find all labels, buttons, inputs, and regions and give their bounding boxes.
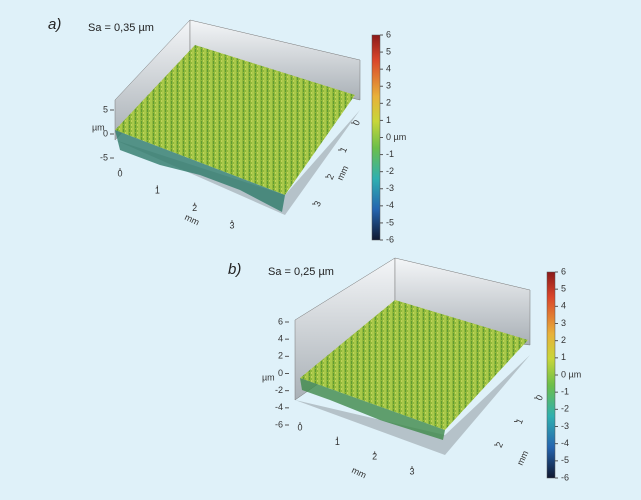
x-tick-label: 3 — [409, 466, 414, 476]
z-axis-title: µm — [92, 122, 105, 132]
x-tick-label: 0 — [117, 168, 122, 178]
z-tick-label: -2 — [275, 385, 283, 395]
panel-label: a) — [48, 16, 61, 33]
colorbar-tick-label: -1 — [386, 149, 394, 159]
colorbar-tick-label: -6 — [561, 472, 569, 482]
roughness-label: Sa = 0,35 µm — [88, 22, 154, 34]
colorbar-tick-label: 2 — [386, 98, 391, 108]
z-tick-label: 4 — [278, 334, 283, 344]
colorbar-tick-label: 4 — [561, 301, 566, 311]
colorbar-tick-label: -1 — [561, 387, 569, 397]
z-tick-label: -5 — [100, 152, 108, 162]
colorbar-tick-label: 4 — [386, 64, 391, 74]
colorbar-tick-label: 3 — [561, 318, 566, 328]
x-tick-label: 3 — [229, 220, 234, 230]
colorbar-tick-label: 0 µm — [386, 132, 406, 142]
colorbar-tick-label: -4 — [561, 438, 569, 448]
panel-label: b) — [228, 261, 241, 278]
colorbar-tick-label: -5 — [561, 455, 569, 465]
z-tick-label: 6 — [278, 316, 283, 326]
x-tick-label: 0 — [297, 422, 302, 432]
colorbar-tick-label: 6 — [386, 29, 391, 39]
colorbar-tick-label: 3 — [386, 81, 391, 91]
x-tick-label: 2 — [372, 452, 377, 462]
colorbar-tick-label: 5 — [561, 284, 566, 294]
z-tick-label: -4 — [275, 402, 283, 412]
colorbar — [547, 272, 555, 478]
colorbar-tick-label: -4 — [386, 200, 394, 210]
z-axis-title: µm — [262, 372, 275, 382]
z-tick-label: 2 — [278, 351, 283, 361]
z-tick-label: 0 — [278, 368, 283, 378]
roughness-label: Sa = 0,25 µm — [268, 266, 334, 278]
colorbar-tick-label: 6 — [561, 266, 566, 276]
x-tick-label: 1 — [155, 186, 160, 196]
colorbar-tick-label: -2 — [386, 166, 394, 176]
colorbar-tick-label: 1 — [386, 115, 391, 125]
z-tick-label: 5 — [103, 104, 108, 114]
colorbar-tick-label: 5 — [386, 46, 391, 56]
colorbar-tick-label: -6 — [386, 234, 394, 244]
x-tick-label: 1 — [335, 437, 340, 447]
z-tick-label: -6 — [275, 419, 283, 429]
colorbar-tick-label: 1 — [561, 352, 566, 362]
colorbar — [372, 35, 380, 240]
colorbar-tick-label: 2 — [561, 335, 566, 345]
colorbar-tick-label: -3 — [386, 183, 394, 193]
figure: a) Sa = 0,35 µm 6 5 4 3 2 1 0 µm -1 -2 -3 -4 -5 -6 5 0 -5… — [0, 0, 641, 500]
colorbar-tick-label: -3 — [561, 421, 569, 431]
colorbar-tick-label: -2 — [561, 404, 569, 414]
colorbar-tick-label: 0 µm — [561, 369, 581, 379]
x-tick-label: 2 — [192, 203, 197, 213]
colorbar-tick-label: -5 — [386, 217, 394, 227]
